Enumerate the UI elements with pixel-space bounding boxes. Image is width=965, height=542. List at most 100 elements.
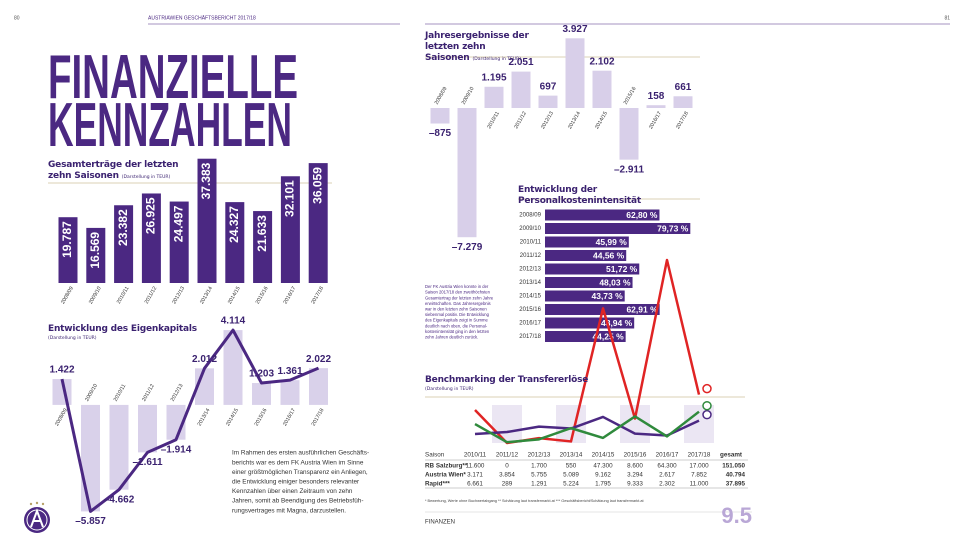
value-label: 24.327 [227, 206, 241, 243]
bar [646, 105, 666, 108]
category-label: 2016/17 [519, 321, 541, 327]
category-label: 2008/09 [434, 86, 449, 106]
category-label: 2009/10 [519, 226, 541, 232]
value-label: 44,25 % [592, 331, 624, 341]
chart-title-block: Benchmarking der Transfererlöse (Darstell… [425, 375, 605, 393]
category-label: 2015/16 [255, 286, 270, 306]
value-label: 697 [540, 81, 557, 92]
bar [280, 380, 300, 405]
table-cell: 5.089 [563, 472, 579, 479]
bar [673, 96, 693, 108]
bar [58, 217, 78, 283]
chart-title-block: Entwicklung des Eigenkapitals (Darstellun… [48, 324, 198, 342]
category-label: 2016/17 [282, 408, 297, 428]
category-label: 2012/13 [171, 286, 186, 306]
category-label: 2008/09 [60, 286, 75, 306]
category-label: 2017/18 [310, 286, 325, 306]
line [60, 328, 320, 513]
value-label: 2.022 [306, 354, 331, 365]
category-label: 2013/14 [567, 111, 582, 131]
category-label: 2008/09 [519, 213, 541, 219]
category-label: 2010/11 [116, 286, 131, 305]
bar [545, 331, 626, 342]
category-label: 2011/12 [144, 286, 159, 305]
category-label: 2012/13 [170, 383, 185, 403]
club-logo [24, 501, 50, 533]
category-label: 2010/11 [520, 240, 542, 246]
value-label: 4.114 [221, 316, 246, 327]
value-label: 62,80 % [626, 210, 658, 220]
value-label: 24.497 [171, 205, 185, 242]
side-note: des Eigenkapitals zeigt in Summe [425, 318, 489, 323]
side-note: Gesamtertrag der letzten zehn Jahre [425, 295, 494, 300]
table-cell: 17.000 [689, 463, 709, 470]
value-label: 21.633 [255, 215, 269, 252]
chart-subtitle: (Darstellung in TEUR) [425, 387, 474, 392]
value-label: 51,72 % [606, 264, 638, 274]
table-total: 40.794 [726, 472, 746, 479]
section-number: 9.5 [721, 503, 752, 528]
value-label: –875 [429, 128, 452, 139]
value-label: 45,99 % [596, 237, 628, 247]
value-label: 16.569 [88, 232, 102, 269]
table-cell: 5.224 [563, 481, 579, 488]
body-text: rungsvertrages mit Magna, darzustellen. [232, 507, 346, 514]
chart-title: Jahresergebnisse der letzten zehn Saison… [425, 31, 529, 63]
category-label: 2012/13 [519, 267, 541, 273]
row-label: Austria Wien* [425, 472, 466, 479]
bar [308, 163, 328, 283]
side-note: kostenintensität ging in den letzten [425, 329, 490, 334]
side-note: Saison 2017/18 den zweithöchsten [425, 290, 491, 295]
table-cell: 6.661 [467, 481, 483, 488]
category-label: 2009/10 [461, 86, 476, 106]
side-note: erwirtschaften. Das Jahresergebnis [425, 301, 491, 306]
value-label: 26.925 [144, 197, 158, 234]
category-label: 2013/14 [519, 280, 541, 286]
table-header: 2016/17 [656, 452, 679, 459]
value-label: 2.051 [508, 57, 533, 68]
value-label: 43,73 % [591, 291, 623, 301]
category-label: 2014/15 [519, 294, 541, 300]
table-cell: 1.795 [595, 481, 611, 488]
bar [592, 70, 612, 108]
category-label: 2009/10 [88, 286, 103, 306]
headline: FINANZIELLE [48, 43, 298, 112]
category-label: 2017/18 [519, 334, 541, 340]
bar [545, 236, 629, 248]
bar [309, 368, 328, 405]
table-header: gesamt [720, 452, 743, 459]
value-label: 36.059 [310, 167, 324, 204]
value-label: –2.611 [132, 457, 162, 468]
value-label: 1.422 [49, 365, 74, 376]
category-label: 2016/17 [648, 111, 663, 131]
value-label: 44,56 % [593, 250, 625, 260]
category-label: 2012/13 [540, 111, 555, 131]
category-label: 2015/16 [519, 307, 541, 313]
category-label: 2015/16 [254, 408, 269, 428]
value-label: –4.662 [104, 494, 135, 505]
table-cell: 550 [566, 463, 577, 470]
table-cell: 2.617 [659, 472, 675, 479]
value-label: 3.927 [562, 24, 587, 35]
value-label: –2.911 [614, 164, 644, 175]
chart-title: Entwicklung des Eigenkapitals [48, 324, 197, 334]
category-label: 2011/12 [141, 383, 156, 402]
bar [545, 250, 627, 261]
bar [138, 404, 157, 453]
value-label: 158 [648, 91, 665, 102]
table-cell: 9.162 [595, 472, 611, 479]
row-label: Rapid*** [425, 481, 450, 488]
chart-subtitle: (Darstellung in TEUR) [121, 175, 171, 180]
chart-title: Gesamterträge der letzten zehn Saisonen [48, 160, 179, 181]
side-note: zehn Jahren deutlich zurück. [425, 335, 478, 340]
category-label: 2015/16 [623, 86, 638, 106]
table-header: 2010/11 [464, 452, 487, 459]
value-label: –7.279 [452, 242, 483, 253]
chart-title: Entwicklung der Personalkostenintensität [518, 185, 641, 206]
row-label: RB Salzburg** [425, 463, 468, 470]
value-label: 661 [675, 82, 692, 93]
table-cell: 1.700 [531, 463, 547, 470]
bar [280, 176, 300, 283]
side-note: Der FK Austria Wien konnte in der [425, 284, 489, 289]
value-label: –1.914 [161, 444, 192, 455]
